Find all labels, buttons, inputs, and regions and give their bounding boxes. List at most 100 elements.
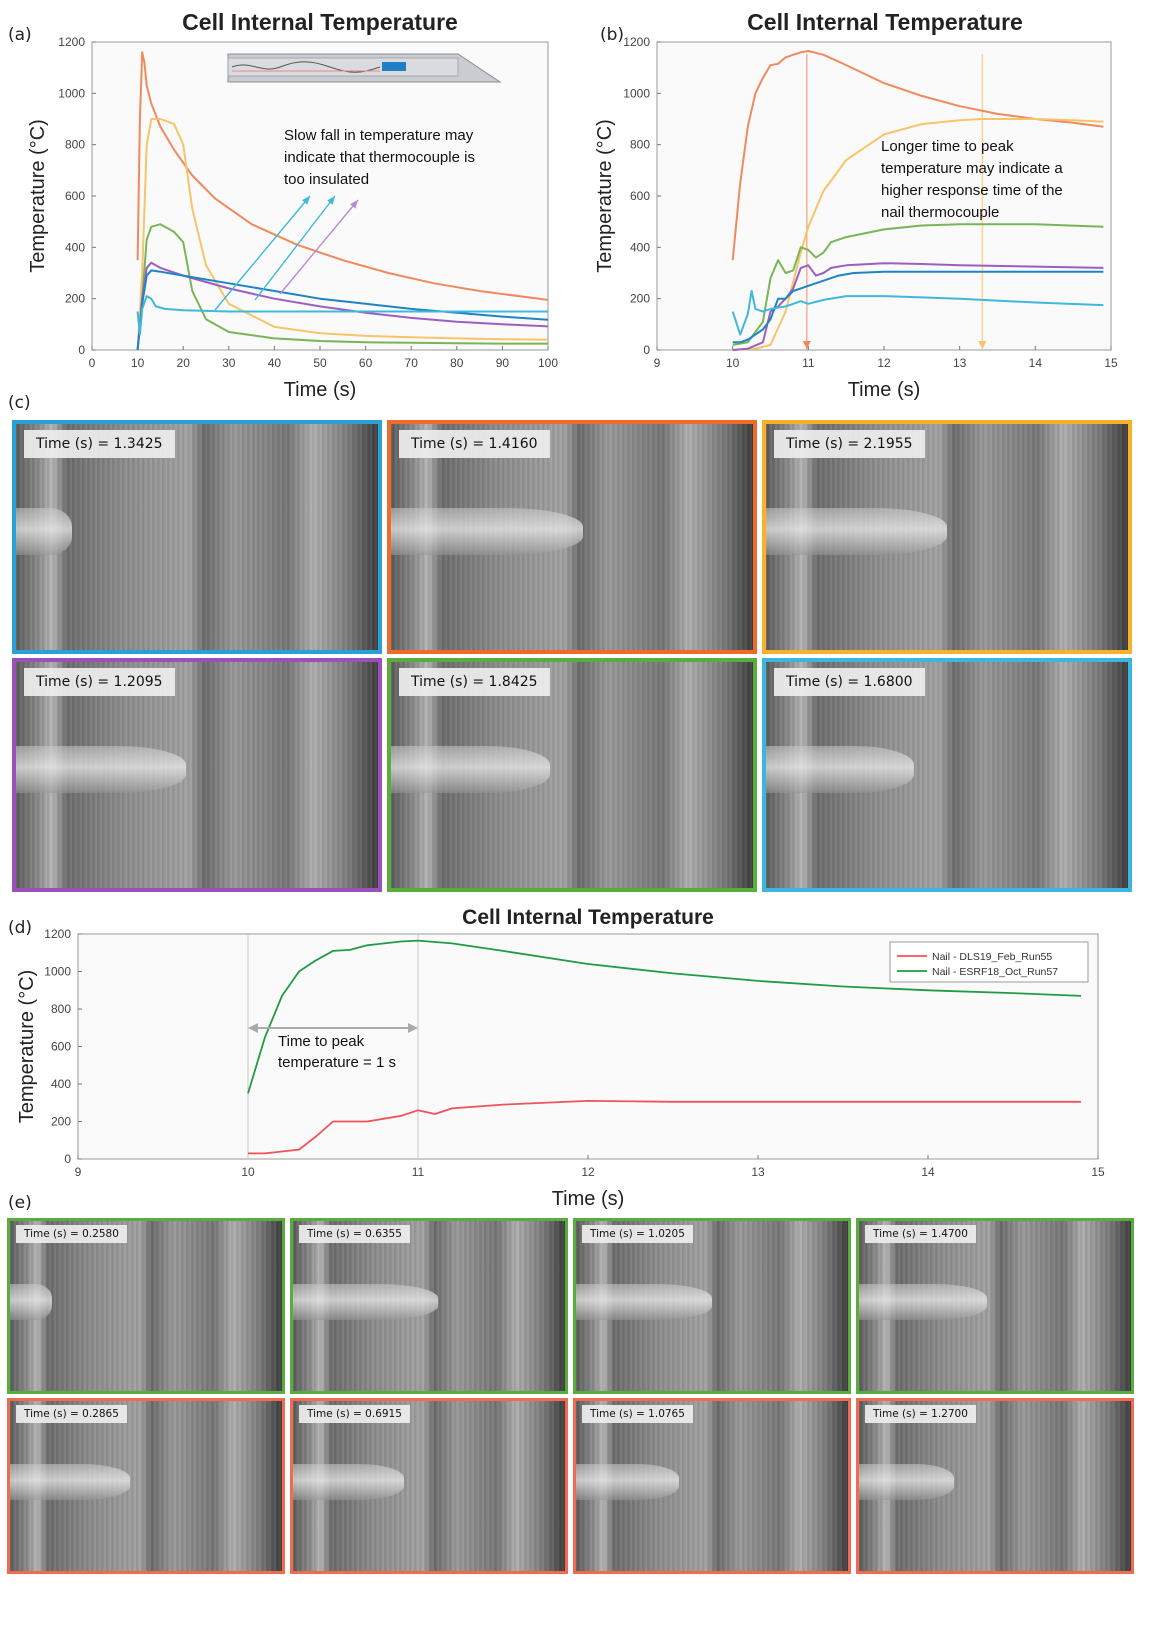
y-axis-label: Temperature (°C) [27, 119, 49, 273]
y-tick-label: 1000 [623, 86, 650, 100]
duration-arrowhead-right [408, 1023, 418, 1033]
xray-image-tile: Time (s) = 0.2865 [7, 1398, 285, 1574]
x-tick-label: 10 [726, 356, 740, 370]
timestamp-label: Time (s) = 1.6800 [774, 668, 925, 696]
xray-image-tile: Time (s) = 1.2700 [856, 1398, 1134, 1574]
x-tick-label: 60 [359, 356, 373, 370]
annotation-text: Slow fall in temperature may [284, 127, 474, 144]
series-line-purple [732, 262, 1104, 351]
x-tick-label: 9 [75, 1165, 82, 1179]
panel-label-a: (a) [8, 25, 32, 45]
nail-shape [10, 1464, 130, 1500]
y-tick-label: 600 [65, 189, 85, 203]
y-tick-label: 1000 [44, 965, 71, 979]
annotation-arrow [254, 195, 336, 301]
x-tick-label: 0 [89, 356, 96, 370]
y-axis-label: Temperature (°C) [594, 119, 616, 273]
series-line-blue [732, 270, 1104, 344]
plot-area [91, 41, 549, 351]
x-tick-label: 15 [1091, 1165, 1105, 1179]
chart-title: Cell Internal Temperature [462, 906, 714, 929]
y-tick-label: 0 [64, 1152, 71, 1166]
nail-shape [576, 1464, 679, 1500]
duration-arrowhead-left [248, 1023, 258, 1033]
y-tick-label: 1000 [58, 86, 85, 100]
xray-image-tile: Time (s) = 0.6355 [290, 1218, 568, 1394]
timestamp-label: Time (s) = 0.6355 [299, 1225, 410, 1243]
x-tick-label: 13 [953, 356, 967, 370]
x-tick-label: 11 [802, 356, 815, 370]
timestamp-label: Time (s) = 1.2700 [865, 1405, 976, 1423]
annotation-arrow [214, 195, 311, 311]
x-tick-label: 50 [313, 356, 327, 370]
nail-shape [16, 508, 72, 556]
chart-d: 9 10 11 12 13 14 15 0 200 400 600 800 1000 1200 Time (… [16, 906, 1105, 1210]
y-tick-label: 600 [51, 1040, 71, 1054]
timestamp-label: Time (s) = 0.6915 [299, 1405, 410, 1423]
annotation-arrow [279, 199, 359, 295]
series-line-orange [731, 50, 1104, 261]
x-tick-label: 12 [581, 1165, 595, 1179]
xray-image-tile: Time (s) = 1.2095 [12, 658, 382, 892]
y-tick-label: 200 [51, 1115, 71, 1129]
y-tick-label: 0 [78, 343, 85, 357]
plot-area [656, 41, 1112, 351]
series-line-cyan [731, 290, 1104, 336]
x-tick-label: 14 [1029, 356, 1043, 370]
peak-marker-arrow [802, 341, 811, 349]
nail-shape [10, 1284, 52, 1320]
x-tick-label: 20 [177, 356, 191, 370]
timestamp-label: Time (s) = 1.4160 [399, 430, 550, 458]
x-tick-label: 70 [405, 356, 419, 370]
y-tick-label: 400 [65, 240, 85, 254]
chart-b: 9 10 11 12 13 14 15 0 200 400 600 800 1000 1200 Time (… [594, 9, 1118, 401]
y-tick-label: 400 [630, 240, 650, 254]
x-tick-label: 40 [268, 356, 282, 370]
annotation-text: Time to peak [278, 1033, 365, 1050]
nail-shape [766, 746, 914, 794]
annotation-text: temperature may indicate a [881, 160, 1063, 177]
panel-label-d: (d) [8, 918, 33, 938]
timestamp-label: Time (s) = 0.2865 [16, 1405, 127, 1423]
y-tick-label: 400 [51, 1077, 71, 1091]
timestamp-label: Time (s) = 1.2095 [24, 668, 175, 696]
chart-title: Cell Internal Temperature [747, 9, 1023, 35]
x-tick-label: 9 [654, 356, 661, 370]
chart-title: Cell Internal Temperature [182, 9, 458, 35]
annotation-text: higher response time of the [881, 182, 1063, 199]
legend-label: Nail - ESRF18_Oct_Run57 [932, 966, 1058, 978]
annotation-text: nail thermocouple [881, 204, 999, 221]
y-tick-label: 0 [643, 343, 650, 357]
nail-shape [391, 746, 551, 794]
timestamp-label: Time (s) = 1.0205 [582, 1225, 693, 1243]
y-tick-label: 200 [65, 292, 85, 306]
y-tick-label: 200 [630, 292, 650, 306]
xray-image [16, 424, 378, 650]
nail-shape [859, 1464, 954, 1500]
annotation-arrowhead [327, 196, 335, 205]
series-line-yellow [136, 118, 549, 351]
series-line-yellow [732, 118, 1104, 351]
cell-schematic [227, 53, 502, 83]
x-axis-label: Time (s) [284, 379, 357, 401]
annotation-text: indicate that thermocouple is [284, 149, 475, 166]
x-axis-label: Time (s) [552, 1188, 625, 1210]
x-tick-label: 90 [496, 356, 510, 370]
x-tick-label: 11 [412, 1165, 425, 1179]
x-tick-label: 100 [538, 356, 558, 370]
y-tick-label: 1200 [623, 35, 650, 49]
xray-image-tile: Time (s) = 1.8425 [387, 658, 757, 892]
legend-label: Nail - DLS19_Feb_Run55 [932, 951, 1052, 963]
panel-label-c: (c) [8, 393, 31, 413]
timestamp-label: Time (s) = 1.3425 [24, 430, 175, 458]
timestamp-label: Time (s) = 0.2580 [16, 1225, 127, 1243]
annotation-arrowhead [302, 196, 310, 205]
nail-shape [859, 1284, 987, 1320]
timestamp-label: Time (s) = 1.8425 [399, 668, 550, 696]
nail-shape [576, 1284, 713, 1320]
nail-shape [766, 508, 948, 556]
x-tick-label: 80 [450, 356, 464, 370]
x-tick-label: 12 [877, 356, 891, 370]
chart-a: 0 10 20 30 40 50 60 70 80 90 100020040060080010001… [27, 9, 558, 401]
x-tick-label: 14 [921, 1165, 935, 1179]
